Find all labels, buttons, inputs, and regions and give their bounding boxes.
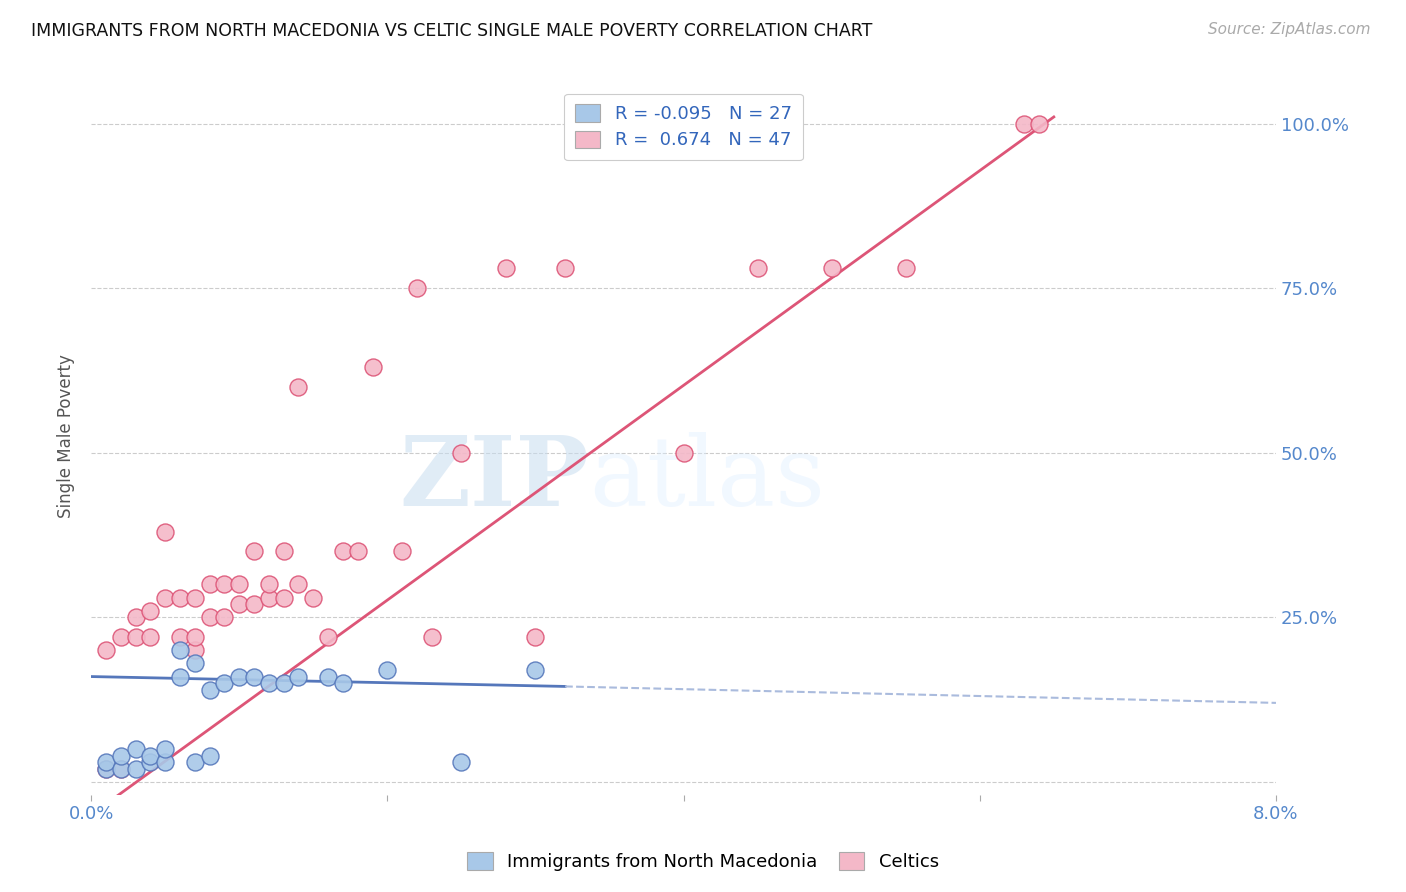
Point [198, 610, 221, 624]
Point [110, 748, 132, 763]
Point [139, 748, 162, 763]
Point [420, 630, 443, 644]
Point [153, 524, 176, 539]
Point [198, 748, 221, 763]
Point [316, 630, 339, 644]
Point [169, 591, 191, 605]
Text: IMMIGRANTS FROM NORTH MACEDONIA VS CELTIC SINGLE MALE POVERTY CORRELATION CHART: IMMIGRANTS FROM NORTH MACEDONIA VS CELTI… [31, 22, 872, 40]
Point [524, 663, 547, 677]
Point [94, 762, 117, 776]
Text: ZIP: ZIP [399, 433, 589, 526]
Point [139, 630, 162, 644]
Point [1012, 116, 1035, 130]
Point [672, 446, 695, 460]
Point [243, 669, 266, 683]
Point [184, 591, 207, 605]
Point [169, 630, 191, 644]
Point [139, 604, 162, 618]
Legend: R = -0.095   N = 27, R =  0.674   N = 47: R = -0.095 N = 27, R = 0.674 N = 47 [564, 94, 803, 161]
Point [94, 755, 117, 769]
Point [124, 630, 146, 644]
Point [361, 360, 384, 375]
Point [287, 380, 309, 394]
Text: Source: ZipAtlas.com: Source: ZipAtlas.com [1208, 22, 1371, 37]
Point [124, 762, 146, 776]
Point [495, 261, 517, 276]
Point [110, 762, 132, 776]
Point [302, 591, 325, 605]
Point [821, 261, 844, 276]
Point [243, 544, 266, 558]
Y-axis label: Single Male Poverty: Single Male Poverty [58, 354, 75, 518]
Point [406, 281, 429, 295]
Legend: Immigrants from North Macedonia, Celtics: Immigrants from North Macedonia, Celtics [460, 846, 946, 879]
Point [214, 676, 236, 690]
Point [332, 676, 354, 690]
Point [184, 630, 207, 644]
Point [139, 755, 162, 769]
Point [198, 577, 221, 591]
Point [110, 762, 132, 776]
Point [184, 657, 207, 671]
Point [287, 669, 309, 683]
Point [124, 742, 146, 756]
Point [332, 544, 354, 558]
Point [257, 577, 280, 591]
Point [346, 544, 368, 558]
Point [524, 630, 547, 644]
Point [391, 544, 413, 558]
Point [153, 591, 176, 605]
Point [747, 261, 769, 276]
Point [214, 610, 236, 624]
Point [377, 663, 399, 677]
Point [214, 577, 236, 591]
Point [1028, 116, 1050, 130]
Point [124, 610, 146, 624]
Point [153, 755, 176, 769]
Point [184, 643, 207, 657]
Point [273, 544, 295, 558]
Point [228, 577, 250, 591]
Point [169, 643, 191, 657]
Point [894, 261, 917, 276]
Point [110, 630, 132, 644]
Point [198, 682, 221, 697]
Point [184, 755, 207, 769]
Point [153, 742, 176, 756]
Point [228, 669, 250, 683]
Point [287, 577, 309, 591]
Point [554, 261, 576, 276]
Point [273, 591, 295, 605]
Point [169, 669, 191, 683]
Text: atlas: atlas [589, 433, 825, 526]
Point [243, 597, 266, 611]
Point [257, 591, 280, 605]
Point [316, 669, 339, 683]
Point [257, 676, 280, 690]
Point [94, 762, 117, 776]
Point [450, 755, 472, 769]
Point [273, 676, 295, 690]
Point [228, 597, 250, 611]
Point [94, 643, 117, 657]
Point [450, 446, 472, 460]
